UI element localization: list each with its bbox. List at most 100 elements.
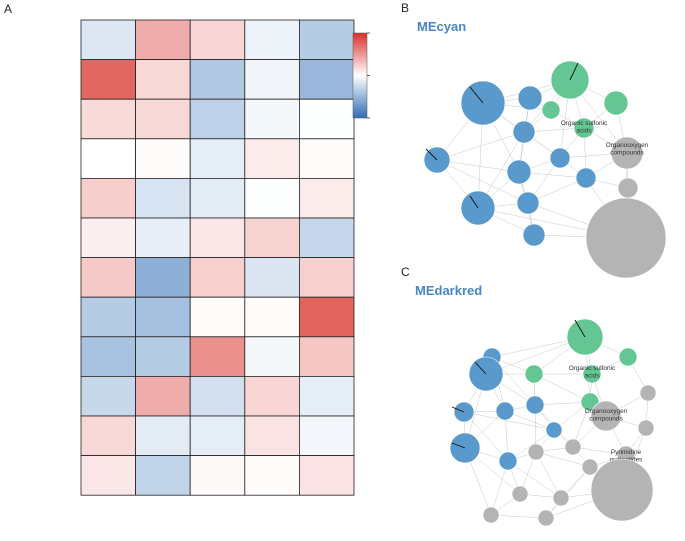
node-label-line: Organic sulfonic [561, 120, 608, 127]
annotation-leader [425, 148, 438, 161]
heatmap-cell [298, 257, 355, 298]
network-edge [463, 411, 555, 431]
network-node [537, 509, 555, 527]
network-node [549, 147, 571, 169]
heatmap-cell [244, 455, 300, 496]
panel-label-c: C [401, 265, 410, 279]
heatmap-cell [135, 336, 191, 377]
heatmap-cell [80, 415, 136, 456]
network-edge [545, 466, 591, 519]
heatmap-cell [244, 336, 300, 377]
network-title-mecyan: MEcyan [417, 19, 466, 34]
network-node [637, 419, 655, 437]
annotation-leader [469, 86, 484, 104]
heatmap-cell [135, 217, 191, 258]
network-node [590, 400, 622, 432]
network-node [585, 197, 667, 279]
heatmap-cell [189, 59, 246, 100]
network-node [552, 489, 570, 507]
heatmap-cell [298, 296, 355, 338]
heatmap-cell [80, 59, 136, 100]
heatmap-cell [298, 217, 355, 258]
heatmap-cell [135, 296, 191, 338]
heatmap-cell [244, 257, 300, 298]
node-label: Organic sulfonic acids [561, 120, 608, 135]
network-edge [436, 159, 529, 204]
heatmap-cell [80, 375, 136, 417]
node-label-line: Organic sulfonic [569, 365, 616, 372]
network-edge [436, 159, 520, 173]
annotation-leader [569, 62, 579, 81]
network-node [516, 191, 540, 215]
heatmap-cell [298, 375, 355, 417]
node-label-line: acids [584, 372, 600, 379]
network-node [564, 438, 582, 456]
node-label-line: Pyrimidine [611, 449, 642, 456]
network-edge [463, 411, 509, 462]
heatmap-cell [189, 296, 246, 338]
network-mecyan: Organic sulfonic acids Organooxygen compoun… [423, 60, 667, 279]
network-node [482, 506, 500, 524]
node-label-line: compounds [589, 415, 623, 422]
network-node [582, 364, 602, 384]
network-node [522, 223, 546, 247]
node-label: Organooxygen compounds [585, 408, 628, 423]
heatmap-cell [135, 138, 191, 179]
heatmap-cell [80, 19, 136, 60]
heatmap-cell [298, 415, 355, 456]
heatmap-cell [80, 98, 136, 140]
heatmap-cell [244, 138, 300, 179]
heatmap-cell [244, 375, 300, 417]
network-edge [490, 460, 509, 516]
heatmap-cell [80, 296, 136, 338]
network-node [525, 395, 545, 415]
heatmap-cell [298, 19, 355, 60]
network-node [541, 100, 561, 120]
heatmap-cell [189, 138, 246, 179]
heatmap-cell [135, 415, 191, 456]
annotation-leader [474, 361, 487, 375]
network-node [639, 384, 657, 402]
network-node [573, 117, 595, 139]
heatmap-cell [244, 59, 300, 100]
node-label-line: Organooxygen [585, 408, 628, 415]
panel-label-a: A [4, 2, 12, 16]
color-scale-legend [352, 32, 370, 119]
heatmap-cell [298, 59, 355, 100]
network-node [603, 90, 629, 116]
heatmap-cell [189, 375, 246, 417]
network-node [575, 167, 597, 189]
heatmap-cell [135, 455, 191, 496]
network-node [527, 443, 545, 461]
heatmap-cell [80, 455, 136, 496]
heatmap-cell [244, 98, 300, 140]
heatmap-cell [135, 177, 191, 219]
annotation-leader [451, 406, 465, 413]
heatmap-cell [189, 257, 246, 298]
heatmap-cell [244, 296, 300, 338]
node-label: Organic sulfonic acids [569, 365, 616, 380]
network-title-medarkred: MEdarkred [415, 283, 482, 298]
heatmap-cell [244, 19, 300, 60]
heatmap-cell [244, 415, 300, 456]
heatmap-cell [135, 257, 191, 298]
heatmap-cell [298, 455, 355, 496]
heatmap-cell [80, 336, 136, 377]
heatmap-cell [189, 217, 246, 258]
network-node [506, 159, 532, 185]
heatmap-cell [189, 177, 246, 219]
network-edge [436, 131, 525, 161]
panel-label-b: B [401, 1, 409, 15]
heatmap-cell [189, 19, 246, 60]
heatmap-cell [80, 257, 136, 298]
network-edge [507, 460, 562, 499]
network-node [511, 485, 529, 503]
heatmap [80, 19, 355, 496]
network-node [517, 85, 543, 111]
network-node [495, 401, 515, 421]
heatmap-cell [135, 19, 191, 60]
heatmap-cell [298, 177, 355, 219]
annotation-leader [451, 442, 466, 449]
node-label-line: acids [576, 127, 592, 134]
